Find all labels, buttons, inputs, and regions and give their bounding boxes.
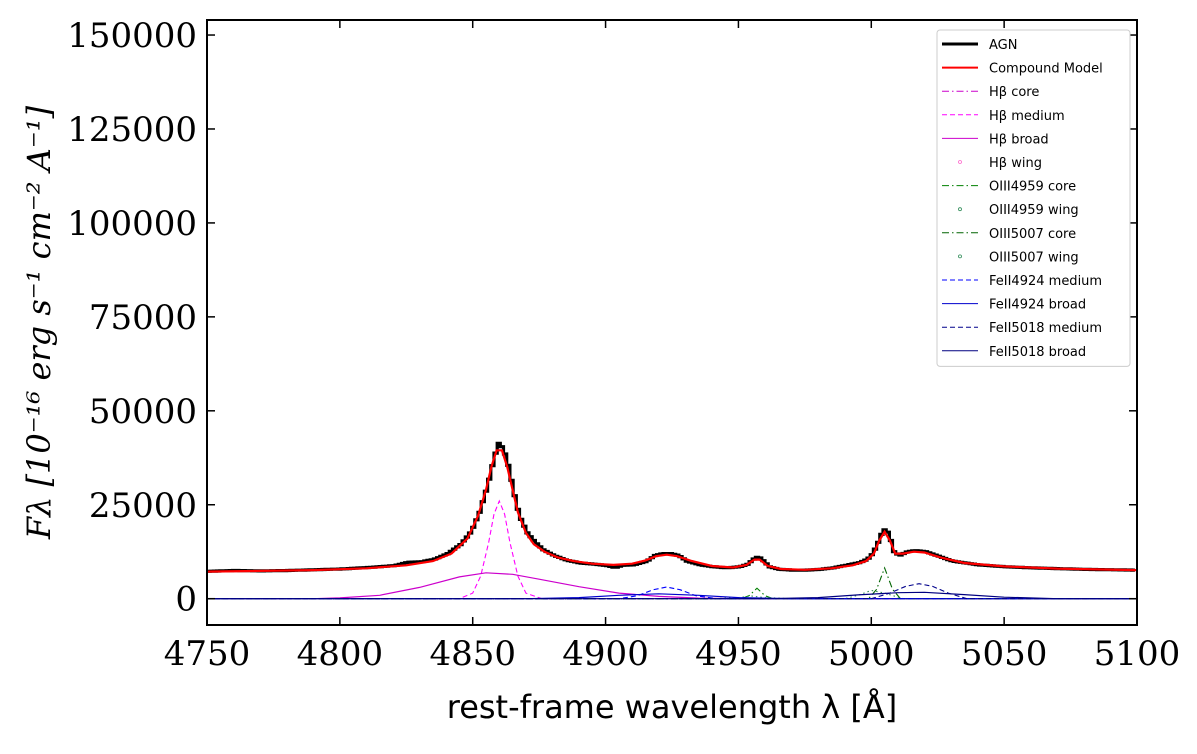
series-feii4924-medium [207, 586, 1137, 600]
legend-label: Hβ medium [989, 109, 1065, 124]
series-layer [207, 441, 1137, 600]
y-tick-label: 100000 [67, 204, 197, 244]
legend-label: Hβ wing [989, 156, 1042, 171]
legend-entry: OIII4959 core [942, 180, 1076, 195]
x-tick-label: 4850 [429, 634, 516, 674]
series-h-medium [207, 499, 1137, 600]
y-tick-label: 150000 [67, 16, 197, 56]
legend: AGN Compound Model Hβ core Hβ medium Hβ broa… [936, 29, 1131, 367]
y-tick-label: 0 [175, 580, 197, 620]
x-tick-label: 5050 [961, 634, 1048, 674]
legend-marker [958, 160, 962, 164]
legend-label: FeII4924 broad [989, 298, 1086, 313]
series-oiii4959-core [207, 587, 1137, 600]
legend-entry: FeII4924 broad [942, 298, 1086, 313]
legend-label: FeII5018 broad [989, 345, 1086, 360]
legend-label: OIII4959 wing [989, 203, 1079, 218]
legend-label: Compound Model [989, 62, 1103, 77]
legend-entry: OIII4959 wing [958, 203, 1079, 218]
series-agn [207, 441, 1135, 573]
legend-entry: OIII5007 core [942, 227, 1076, 242]
legend-entry: Hβ core [942, 85, 1039, 100]
y-axis-label: Fλ [10⁻¹⁶ erg s⁻¹ cm⁻² A⁻¹] [20, 105, 58, 540]
legend-label: Hβ core [989, 85, 1039, 100]
legend-entry: Hβ wing [958, 156, 1042, 171]
x-tick-label: 5100 [1094, 634, 1181, 674]
x-tick-label: 4750 [164, 634, 251, 674]
legend-entry: Hβ broad [942, 132, 1049, 147]
legend-entry: FeII4924 medium [942, 274, 1102, 289]
legend-marker [958, 254, 962, 259]
legend-label: FeII5018 medium [989, 321, 1102, 336]
y-tick-label: 75000 [89, 298, 197, 338]
legend-marker [958, 207, 962, 212]
legend-label: OIII5007 wing [989, 250, 1079, 265]
series-feii5018-medium [207, 583, 1137, 600]
series-h-broad [207, 572, 1137, 600]
plot-frame [206, 19, 1138, 626]
legend-entry: FeII5018 broad [942, 345, 1086, 360]
x-tick-label: 5000 [828, 634, 915, 674]
series-compound-model [207, 449, 1137, 573]
x-axis-label: rest-frame wavelength λ [Å] [447, 688, 898, 726]
legend-label: Hβ broad [989, 132, 1049, 147]
ticks-layer: 4750 4800 4850 4900 4950 5000 5050 5100 0 25000 50… [67, 16, 1180, 674]
legend-label: AGN [989, 38, 1017, 53]
series-feii5018-broad [207, 591, 1137, 600]
y-tick-label: 50000 [89, 392, 197, 432]
legend-label: OIII4959 core [989, 180, 1076, 195]
legend-entry: AGN [942, 38, 1017, 53]
legend-label: OIII5007 core [989, 227, 1076, 242]
y-tick-label: 25000 [89, 486, 197, 526]
legend-label: FeII4924 medium [989, 274, 1102, 289]
y-tick-label: 125000 [67, 110, 197, 150]
x-tick-label: 4950 [695, 634, 782, 674]
x-tick-label: 4900 [562, 634, 649, 674]
legend-entry: Hβ medium [942, 109, 1065, 124]
legend-entry: OIII5007 wing [958, 250, 1079, 265]
legend-entry: FeII5018 medium [942, 321, 1102, 336]
legend-box [936, 29, 1131, 367]
legend-entry: Compound Model [942, 62, 1103, 77]
x-tick-label: 4800 [297, 634, 384, 674]
